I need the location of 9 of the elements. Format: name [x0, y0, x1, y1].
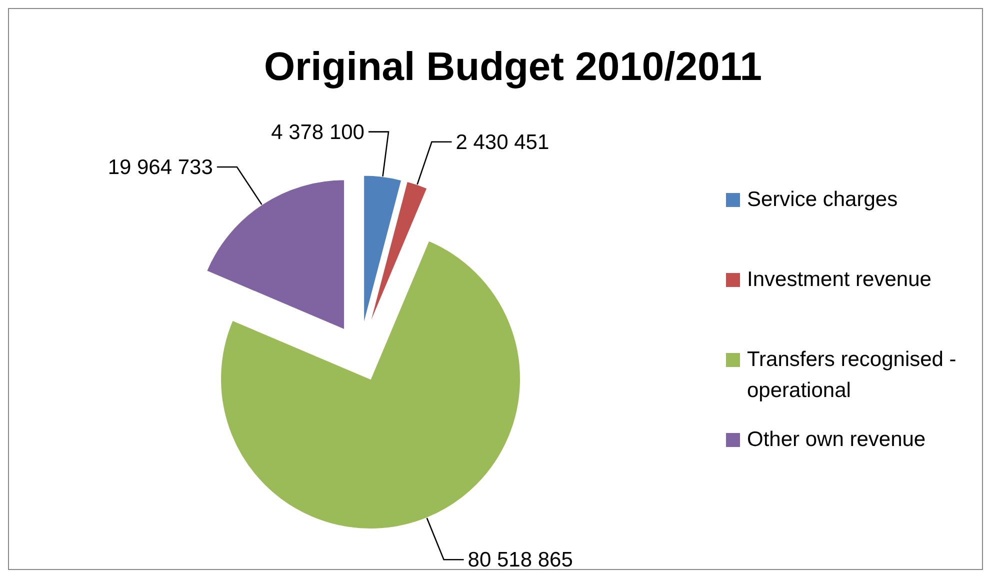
- data-label: 80 518 865: [468, 548, 573, 572]
- legend-label: Other own revenue: [747, 428, 926, 451]
- chart-title: Original Budget 2010/2011: [264, 45, 762, 89]
- legend-label: Investment revenue: [747, 268, 932, 291]
- legend-label: Transfers recognised - operational: [747, 348, 956, 402]
- data-label: 2 430 451: [456, 130, 550, 154]
- data-label: 4 378 100: [271, 120, 365, 144]
- legend-label: Service charges: [747, 188, 898, 211]
- data-label: 19 964 733: [108, 156, 213, 180]
